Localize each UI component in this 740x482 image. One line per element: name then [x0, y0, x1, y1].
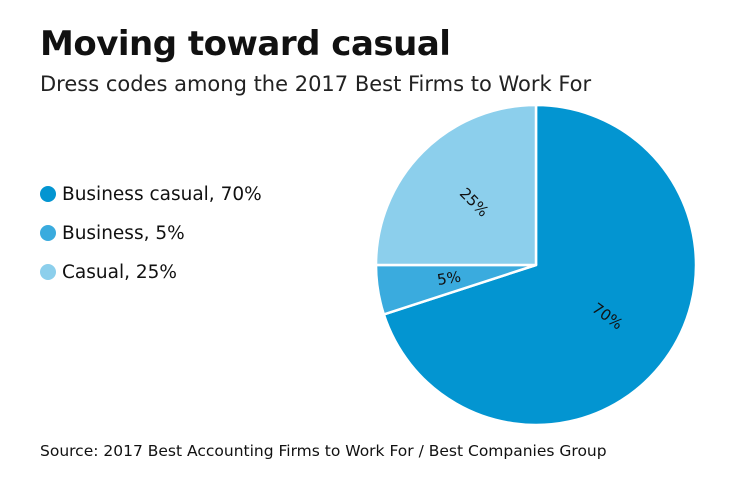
legend-swatch-icon — [40, 225, 56, 241]
pie-slices — [374, 103, 698, 427]
legend-label: Casual, 25% — [62, 261, 177, 283]
source-note: Source: 2017 Best Accounting Firms to Wo… — [40, 442, 607, 460]
legend-label: Business casual, 70% — [62, 183, 262, 205]
legend-item-business-casual: Business casual, 70% — [40, 183, 262, 205]
legend-label: Business, 5% — [62, 222, 185, 244]
legend-item-business: Business, 5% — [40, 222, 262, 244]
legend-item-casual: Casual, 25% — [40, 261, 262, 283]
legend-swatch-icon — [40, 264, 56, 280]
legend: Business casual, 70% Business, 5% Casual… — [40, 184, 262, 301]
chart-title: Moving toward casual — [40, 24, 451, 64]
pie-slice-casual — [374, 103, 538, 267]
chart-subtitle: Dress codes among the 2017 Best Firms to… — [40, 72, 592, 96]
legend-swatch-icon — [40, 186, 56, 202]
pie-slice-business-casual — [382, 103, 698, 427]
pie-slice-label: 5% — [436, 268, 462, 290]
